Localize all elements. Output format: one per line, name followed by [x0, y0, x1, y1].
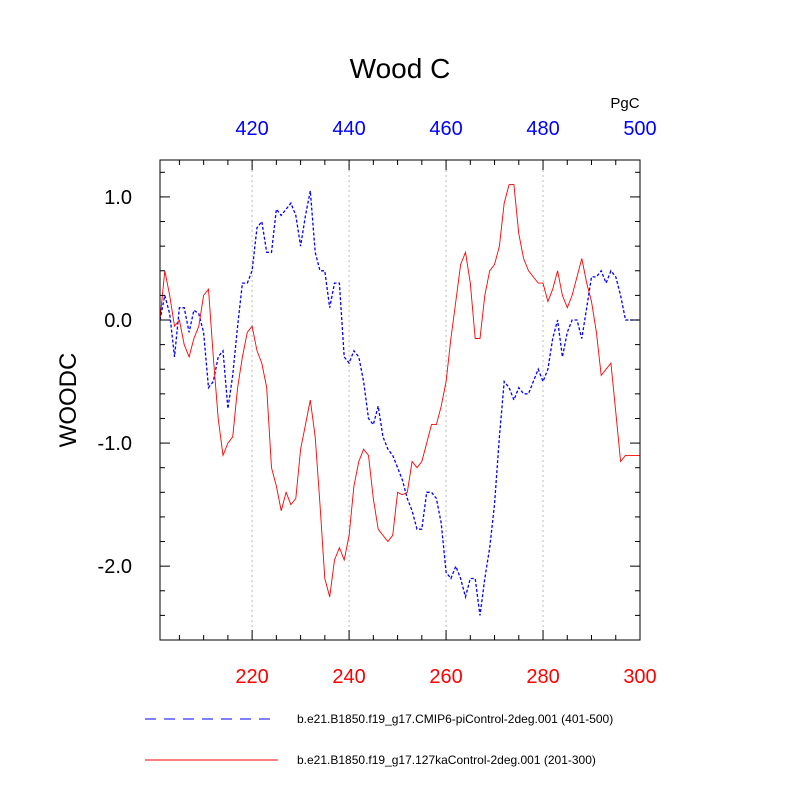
axes: 220 240 260 280 300 420 440 460 480 500 1.0 0.0 -1.0…	[98, 118, 657, 688]
bottom-axis-tick-label: 240	[332, 666, 365, 688]
legend-label-2: b.e21.B1850.f19_g17.127kaControl-2deg.00…	[297, 753, 596, 767]
top-axis-tick-label: 460	[429, 118, 462, 140]
bottom-axis-tick-label: 260	[429, 666, 462, 688]
units-label: PgC	[610, 95, 639, 112]
bottom-axis-tick-label: 280	[526, 666, 559, 688]
top-axis-tick-label: 420	[235, 118, 268, 140]
plot-frame	[159, 159, 641, 641]
bottom-axis-tick-label: 220	[235, 666, 268, 688]
series-layer	[159, 184, 640, 616]
y-axis-tick-label: 1.0	[104, 187, 132, 209]
y-axis-tick-label: -2.0	[98, 556, 132, 578]
y-axis-tick-label: -1.0	[98, 433, 132, 455]
chart-title: Wood C	[350, 53, 451, 84]
legend: b.e21.B1850.f19_g17.CMIP6-piControl-2deg…	[145, 712, 613, 767]
top-axis-tick-label: 440	[332, 118, 365, 140]
top-axis-tick-label: 500	[623, 118, 656, 140]
series-line-1	[159, 190, 640, 616]
gridlines	[251, 160, 544, 640]
bottom-axis-tick-label: 300	[623, 666, 656, 688]
legend-label-1: b.e21.B1850.f19_g17.CMIP6-piControl-2deg…	[297, 712, 613, 726]
y-axis-label: WOODC	[55, 353, 82, 448]
y-axis-tick-label: 0.0	[104, 310, 132, 332]
top-axis-tick-label: 480	[526, 118, 559, 140]
series-line-2	[159, 184, 640, 598]
